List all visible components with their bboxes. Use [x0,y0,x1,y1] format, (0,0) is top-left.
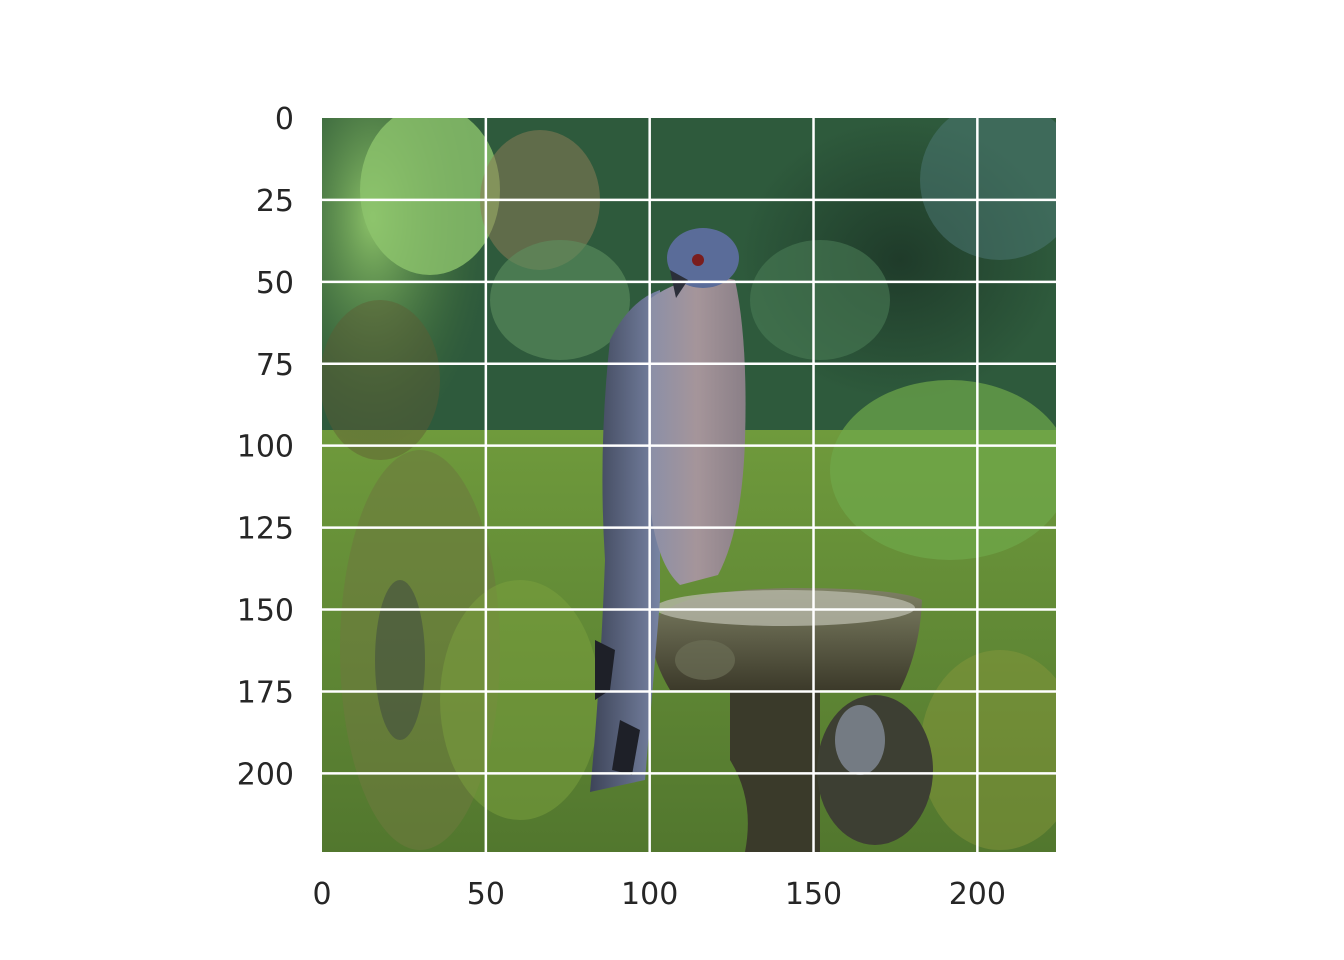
y-tick-label-75: 75 [256,348,294,383]
y-tick-label-200: 200 [237,757,294,792]
y-tick-label-175: 175 [237,675,294,710]
y-tick-label-50: 50 [256,266,294,301]
y-tick-label-25: 25 [256,184,294,219]
x-tick-label-100: 100 [621,877,678,912]
x-tick-labels: 0 50 100 150 200 [312,877,1006,912]
y-tick-labels: 0 25 50 75 100 125 150 175 200 [237,102,294,792]
y-tick-label-150: 150 [237,594,294,629]
x-tick-label-200: 200 [949,877,1006,912]
x-tick-label-50: 50 [467,877,505,912]
y-tick-label-125: 125 [237,512,294,547]
y-tick-label-100: 100 [237,430,294,465]
image-content [322,118,1056,852]
x-tick-label-0: 0 [312,877,331,912]
y-tick-label-0: 0 [275,102,294,137]
x-tick-label-150: 150 [785,877,842,912]
grid-lines [322,118,1056,852]
